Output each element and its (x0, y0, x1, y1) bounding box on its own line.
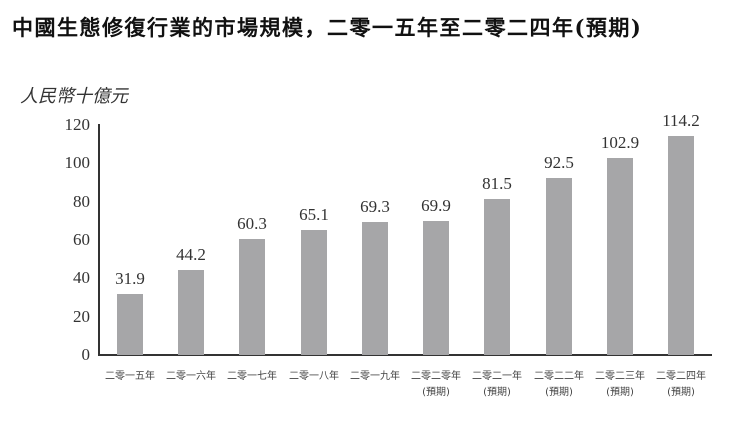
bar-value-label: 44.2 (176, 245, 206, 265)
bar-value-label: 102.9 (600, 132, 640, 152)
y-tick-label: 20 (73, 306, 90, 326)
y-tick-label: 40 (73, 268, 90, 288)
y-axis-unit-label: 人民幣十億元 (20, 86, 128, 107)
y-tick-label: 100 (64, 153, 91, 173)
x-category-label: 二零二四年 (預期) (656, 371, 706, 398)
bar-value-label: 60.3 (237, 214, 267, 234)
y-tick-label: 60 (73, 230, 90, 249)
bar (117, 293, 143, 355)
x-category-label: 二零一七年 (227, 371, 277, 382)
x-category-label: 二零二零年 (預期) (411, 371, 461, 398)
bar (484, 198, 510, 355)
x-category-label: 二零二二年 (預期) (534, 371, 584, 398)
bar (546, 177, 572, 355)
x-category-label: 二零一五年 (105, 371, 155, 382)
bar (239, 239, 265, 355)
bar-value-label: 31.9 (115, 268, 145, 288)
bar (178, 270, 204, 355)
bar (301, 230, 327, 355)
y-tick-label: 120 (64, 115, 91, 134)
bar (607, 157, 633, 355)
y-axis-line (98, 124, 100, 356)
bar-value-label: 69.9 (421, 196, 451, 216)
y-tick-label: 0 (81, 345, 91, 364)
x-category-label: 二零一九年 (350, 371, 400, 382)
bar-value-label: 65.1 (299, 205, 329, 225)
bar (362, 222, 388, 355)
bar (423, 221, 449, 355)
y-tick-label: 80 (73, 191, 90, 211)
bar-value-label: 114.2 (662, 111, 700, 131)
x-category-label: 二零一八年 (289, 371, 339, 382)
x-category-label: 二零二一年 (預期) (472, 371, 522, 398)
x-category-label: 二零一六年 (166, 371, 216, 382)
x-category-label: 二零二三年 (預期) (595, 371, 645, 398)
bar-value-label: 81.5 (482, 173, 512, 193)
bar (668, 136, 694, 355)
bar-value-label: 69.3 (360, 197, 390, 217)
chart-title: 中國生態修復行業的市場規模，二零一五年至二零二四年(預期) (12, 15, 643, 40)
bar-value-label: 92.5 (544, 152, 574, 172)
x-axis-line (98, 354, 712, 356)
